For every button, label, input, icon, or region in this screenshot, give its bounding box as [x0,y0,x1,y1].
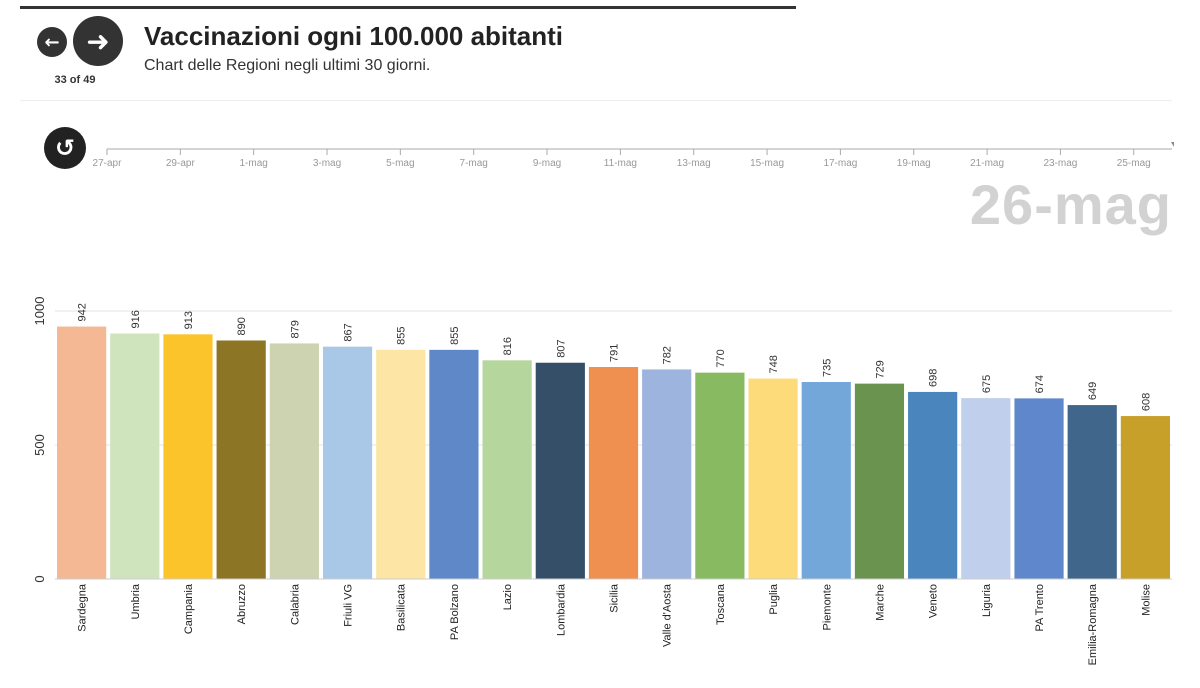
timeline-tick-label: 17-mag [823,158,857,169]
x-tick-label: PA Bolzano [449,584,461,640]
bar [854,383,905,579]
bar [908,391,958,579]
bar [588,367,639,579]
bar [269,343,319,579]
bar [482,360,532,579]
page-counter: 33 of 49 [54,74,96,86]
top-bar [20,6,796,9]
x-tick-label: PA Trento [1034,584,1046,632]
timeline-tick-label: 7-mag [460,158,488,169]
timeline-tick-label: 19-mag [897,158,931,169]
bar [801,382,851,579]
x-tick-label: Sicilia [609,583,621,613]
bar-value-label: 855 [396,327,408,345]
y-tick-label: 0 [32,575,47,582]
x-tick-label: Liguria [981,583,993,617]
bar [57,326,107,579]
bar-value-label: 807 [555,339,567,357]
bar-value-label: 942 [77,303,89,321]
timeline-tick-label: 23-mag [1043,158,1077,169]
bar-value-label: 674 [1034,375,1046,393]
x-tick-label: Veneto [928,584,940,618]
y-tick-label: 500 [32,434,47,456]
bar [535,362,585,579]
bar [1120,416,1170,579]
bar [1067,405,1117,579]
x-tick-label: Lombardia [555,583,567,636]
timeline-tick-label: 25-mag [1117,158,1151,169]
bar-value-label: 770 [715,349,727,367]
x-tick-label: Marche [874,584,886,621]
next-button[interactable]: ➜ [73,16,123,66]
arrow-left-icon: ← [44,31,60,53]
page-subtitle: Chart delle Regioni negli ultimi 30 gior… [144,57,431,74]
x-tick-label: Toscana [715,583,727,625]
x-tick-label: Friuli VG [343,584,355,627]
previous-button[interactable]: ← [37,27,67,57]
bar [642,369,692,579]
bar [163,334,213,579]
current-date: 26-mag [969,173,1172,236]
bar-value-label: 816 [502,337,514,355]
bar [748,378,798,579]
timeline-handle [1171,142,1174,147]
x-tick-label: Piemonte [821,584,833,630]
bar [216,340,266,579]
divider [20,100,1172,101]
timeline-tick-label: 11-mag [604,158,637,169]
bar-value-label: 916 [130,310,142,328]
timeline-tick-label: 1-mag [240,158,268,169]
bar-value-label: 735 [821,359,833,377]
bar [110,333,160,579]
x-tick-label: Molise [1140,584,1152,616]
timeline-tick-label: 15-mag [750,158,784,169]
y-tick-label: 1000 [32,297,47,326]
page-title: Vaccinazioni ogni 100.000 abitanti [144,21,564,51]
bar [322,346,373,579]
bar-value-label: 879 [289,320,301,338]
x-tick-label: Sardegna [77,583,89,632]
bar-value-label: 855 [449,327,461,345]
bar-value-label: 867 [343,323,355,341]
x-tick-label: Basilicata [396,583,408,631]
bar-value-label: 698 [928,369,940,387]
x-tick-label: Emilia-Romagna [1087,583,1099,665]
x-tick-label: Abruzzo [236,584,248,624]
timeline-tick-label: 13-mag [677,158,711,169]
timeline-tick-label: 29-apr [166,158,196,169]
bar-value-label: 608 [1140,393,1152,411]
timeline-tick-label: 21-mag [970,158,1004,169]
timeline-tick-label: 9-mag [533,158,561,169]
x-tick-label: Puglia [768,583,780,614]
timeline-tick-label: 27-apr [93,158,123,169]
bar-value-label: 675 [981,375,993,393]
bar [376,349,426,579]
timeline-slider[interactable]: 27-apr 29-apr 1-mag 3-mag 5-mag 7-mag 9-mag 11-… [0,0,1200,180]
replay-icon: ↺ [54,134,76,162]
bar-value-label: 649 [1087,382,1099,400]
x-tick-label: Lazio [502,584,514,610]
bar-value-label: 748 [768,355,780,373]
bar-value-label: 913 [183,311,195,329]
x-tick-label: Calabria [289,583,301,625]
x-tick-label: Valle d'Aosta [662,583,674,647]
bar-value-label: 890 [236,317,248,335]
bar [429,349,479,579]
bar [1014,398,1064,579]
timeline-tick-label: 3-mag [313,158,341,169]
bar-value-label: 782 [662,346,674,364]
replay-button[interactable]: ↺ [44,127,86,169]
x-tick-label: Umbria [130,583,142,619]
timeline-tick-label: 5-mag [386,158,414,169]
bar [961,398,1011,579]
bar-value-label: 791 [609,344,621,362]
bar [695,372,745,579]
x-tick-label: Campania [183,583,195,634]
bar-value-label: 729 [874,360,886,378]
arrow-right-icon: ➜ [86,24,110,58]
